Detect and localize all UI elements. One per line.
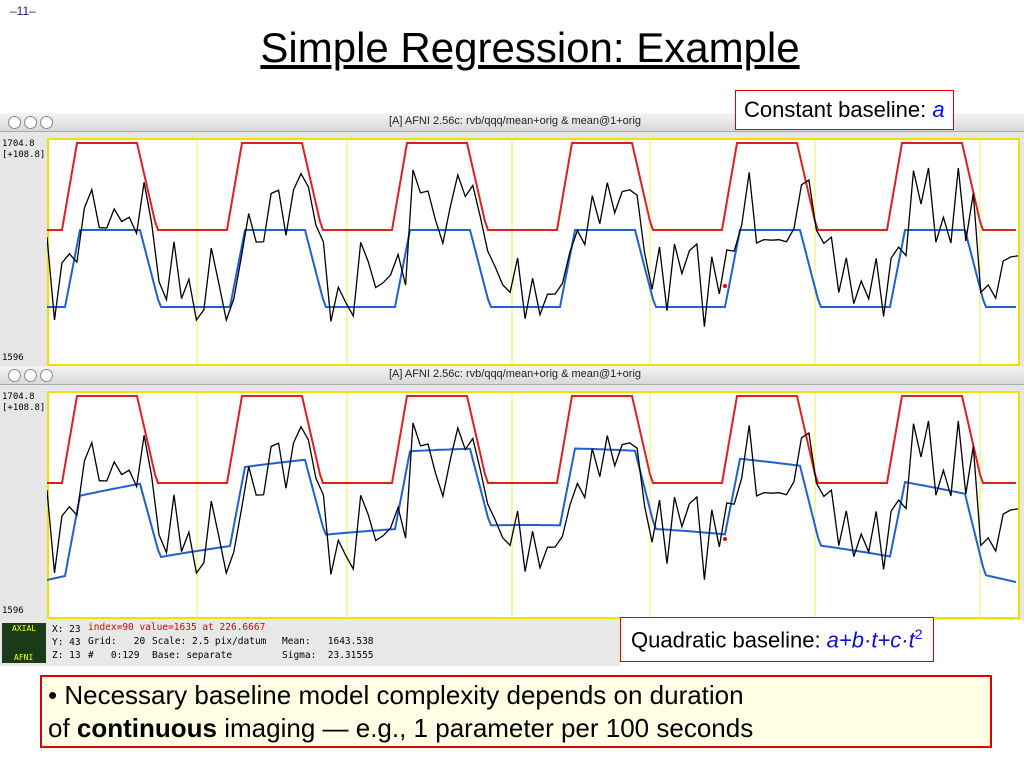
y-top-label: 1704.8 <box>2 139 35 149</box>
plot <box>47 391 1020 619</box>
window-button[interactable] <box>24 369 37 382</box>
text: of <box>48 713 77 743</box>
icon: AXIAL AFNI <box>2 623 46 663</box>
status-bar: AXIAL AFNI X: 23 Y: 43 Z: 13 index=90 va… <box>0 620 620 666</box>
text: imaging — e.g., 1 parameter per 100 seco… <box>217 713 754 743</box>
formula: a+b·t+c·t <box>826 627 915 653</box>
icon-label: AXIAL <box>12 624 37 633</box>
y-bottom-label: 1596 <box>2 606 24 616</box>
window-button[interactable] <box>40 116 53 129</box>
status-text: Scale: 2.5 pix/datum <box>152 636 267 647</box>
y-range-label: [+108.8] <box>2 403 46 413</box>
formula-superscript: 2 <box>914 626 923 642</box>
title-bar: [A] AFNI 2.56c: rvb/qqq/mean+orig & mean… <box>0 366 1024 385</box>
status-text: Sigma: 23.31555 <box>282 650 374 661</box>
slide-title: Simple Regression: Example <box>260 24 800 71</box>
slide-number: –11– <box>10 4 36 18</box>
cursor-point <box>723 284 727 288</box>
window-button[interactable] <box>24 116 37 129</box>
plot <box>47 138 1020 366</box>
bold-text: continuous <box>76 713 218 743</box>
status-text: Grid: 20 <box>88 636 146 647</box>
window-button[interactable] <box>8 116 21 129</box>
bullet-line: • Necessary baseline model complexity de… <box>48 680 744 710</box>
status-text: X: 23 <box>52 624 81 635</box>
y-top-label: 1704.8 <box>2 392 35 402</box>
reference-curve <box>47 142 1016 231</box>
window-button[interactable] <box>40 369 53 382</box>
fit-curve <box>47 229 1016 308</box>
data-curve <box>47 167 1019 327</box>
window-title: [A] AFNI 2.56c: rvb/qqq/mean+orig & mean… <box>388 115 642 127</box>
cursor-point <box>723 537 727 541</box>
annotation-box: Constant baseline: a <box>735 90 954 130</box>
icon-label: AFNI <box>14 653 34 662</box>
fit-curve <box>47 447 1017 584</box>
afni-window: [A] AFNI 2.56c: rvb/qqq/mean+orig & mean… <box>0 366 1024 620</box>
reference-curve <box>47 395 1016 484</box>
status-text: # 0:129 <box>88 650 140 661</box>
afni-window: [A] AFNI 2.56c: rvb/qqq/mean+orig & mean… <box>0 113 1024 367</box>
status-text: Base: separate <box>152 650 233 661</box>
status-text: index=90 value=1635 at 226.6667 <box>88 622 266 633</box>
bullet-box: • Necessary baseline model complexity de… <box>40 675 992 748</box>
plot-background <box>47 391 1020 619</box>
annotation-box: Quadratic baseline: a+b·t+c·t2 <box>620 617 934 663</box>
window-title: [A] AFNI 2.56c: rvb/qqq/mean+orig & mean… <box>388 368 642 380</box>
y-bottom-label: 1596 <box>2 353 24 363</box>
bullet-line: of continuous imaging — e.g., 1 paramete… <box>48 712 984 745</box>
annotation-text: Constant baseline: <box>744 97 933 122</box>
plot-background <box>47 138 1020 366</box>
window-button[interactable] <box>8 369 21 382</box>
status-text: Y: 43 <box>52 637 81 648</box>
y-range-label: [+108.8] <box>2 150 46 160</box>
annotation-text: Quadratic baseline: <box>631 627 827 653</box>
formula: a <box>932 97 945 122</box>
status-text: Mean: 1643.538 <box>282 636 374 647</box>
data-curve <box>47 420 1019 580</box>
status-text: Z: 13 <box>52 650 81 661</box>
